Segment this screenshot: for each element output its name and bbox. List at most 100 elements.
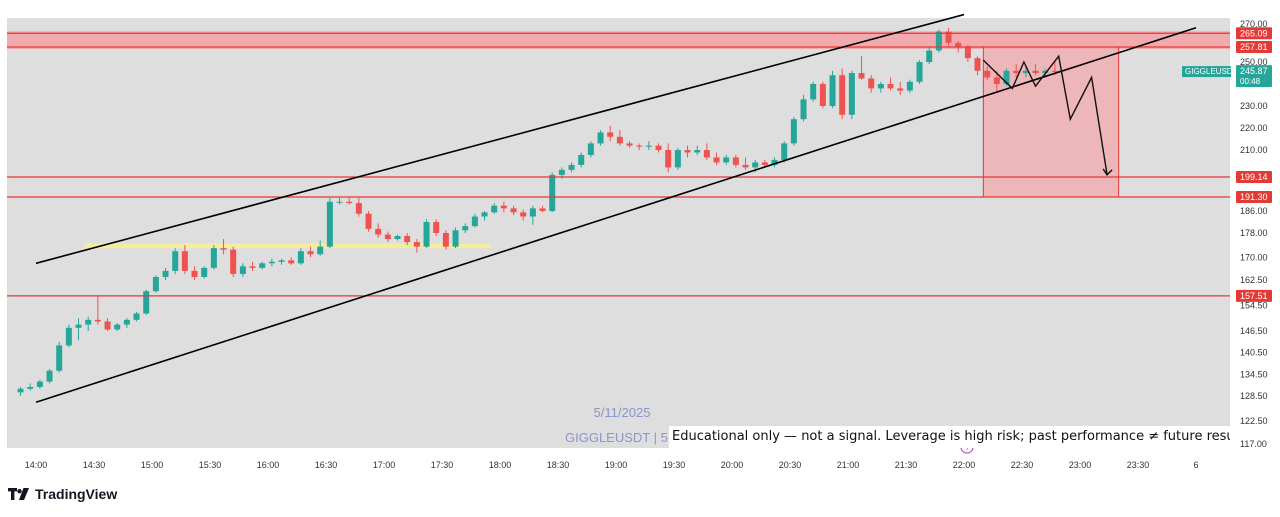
- trendline-channel-upper[interactable]: [35, 13, 965, 265]
- time-tick-label: 15:30: [199, 460, 222, 470]
- level-price-tag-label: 199.14: [1240, 172, 1268, 182]
- candle-body: [781, 143, 788, 160]
- candle-body: [365, 213, 372, 229]
- candle-body: [336, 201, 343, 203]
- candle-body: [703, 150, 710, 158]
- candle-body: [152, 276, 159, 292]
- price-tick-label: 140.50: [1240, 348, 1268, 358]
- candle-body: [471, 216, 478, 227]
- candle-body: [877, 84, 884, 89]
- price-tick-label: 250.00: [1240, 57, 1268, 67]
- disclaimer-text: Educational only — not a signal. Leverag…: [669, 426, 1230, 448]
- countdown-label: 00:48: [1240, 77, 1261, 86]
- time-tick-label: 14:00: [25, 460, 48, 470]
- candle-body: [433, 222, 440, 233]
- candle-body: [529, 208, 536, 217]
- candle-body: [626, 143, 633, 146]
- price-tick-label: 178.00: [1240, 228, 1268, 238]
- time-tick-label: 22:00: [953, 460, 976, 470]
- candle-body: [123, 319, 130, 325]
- level-price-tag: [1236, 191, 1272, 203]
- price-axis-background: [1232, 14, 1280, 454]
- price-tick-label: 122.50: [1240, 416, 1268, 426]
- candle-body: [423, 222, 430, 247]
- candle-body: [520, 212, 527, 217]
- candle-body: [645, 145, 652, 147]
- candle-body: [568, 164, 575, 170]
- time-tick-label: 17:30: [431, 460, 454, 470]
- candle-body: [297, 251, 304, 264]
- candle-body: [1003, 70, 1010, 84]
- candle-body: [94, 319, 101, 322]
- candle-body: [974, 58, 981, 71]
- time-tick-label: 21:00: [837, 460, 860, 470]
- price-tick-label: 128.50: [1240, 391, 1268, 401]
- candle-body: [27, 386, 34, 389]
- candle-body: [288, 260, 295, 264]
- time-tick-label: 22:30: [1011, 460, 1034, 470]
- tradingview-logo[interactable]: TradingView: [8, 486, 117, 502]
- candle-body: [916, 62, 923, 82]
- price-tick-label: 117.00: [1240, 439, 1267, 449]
- price-tick-label: 170.00: [1240, 252, 1268, 262]
- time-axis[interactable]: 14:00 14:30 15:00 15:30 16:00 16:30 17:00 17:30…: [0, 452, 1230, 474]
- candle-body: [732, 157, 739, 165]
- candle-body: [481, 212, 488, 217]
- candle-body: [926, 50, 933, 62]
- resistance-zone: [7, 31, 1230, 49]
- time-tick-label: 16:30: [315, 460, 338, 470]
- candle-body: [317, 246, 324, 255]
- candle-body: [404, 236, 411, 243]
- time-axis-background: [0, 452, 1230, 474]
- candle-body: [36, 381, 43, 387]
- candle-body: [181, 251, 188, 271]
- level-price-tag-label: 265.09: [1240, 28, 1268, 38]
- candle-body: [1051, 70, 1058, 72]
- level-price-tag: [1236, 171, 1272, 183]
- lines-layer: [7, 13, 1230, 404]
- price-tick-label: 220.00: [1240, 123, 1268, 133]
- candle-body: [887, 84, 894, 89]
- candle-body: [897, 88, 904, 91]
- candle-body: [848, 73, 855, 115]
- candle-body: [1042, 70, 1049, 73]
- candle-body: [723, 157, 730, 163]
- candle-body: [249, 266, 256, 268]
- candle-body: [636, 145, 643, 147]
- candle-body: [355, 203, 362, 214]
- price-tick-label: 230.00: [1240, 101, 1268, 111]
- candle-body: [220, 248, 227, 250]
- candle-body: [268, 261, 275, 264]
- candle-body: [85, 319, 92, 325]
- candle-body: [752, 162, 759, 168]
- candle-body: [694, 150, 701, 153]
- candle-body: [713, 157, 720, 163]
- candle-body: [684, 150, 691, 153]
- candle-body: [790, 119, 797, 144]
- candle-body: [239, 266, 246, 274]
- candle-body: [201, 267, 208, 277]
- candle-body: [104, 321, 111, 330]
- time-tick-label: 19:00: [605, 460, 628, 470]
- candle-body: [1032, 70, 1039, 73]
- candle-body: [984, 70, 991, 78]
- candle-body: [810, 84, 817, 100]
- projection-path[interactable]: [982, 54, 1108, 176]
- candle-body: [935, 31, 942, 51]
- price-tick-label: 146.50: [1240, 326, 1268, 336]
- candle-body: [964, 46, 971, 59]
- brand-name: TradingView: [35, 486, 118, 502]
- candle-body: [587, 143, 594, 155]
- trendline-channel-lower[interactable]: [35, 27, 1197, 404]
- candle-body: [259, 263, 266, 268]
- price-axis[interactable]: 270.00250.00240.00230.00220.00210.00186.…: [1232, 14, 1280, 454]
- candle-body: [56, 345, 63, 371]
- time-tick-label: 20:30: [779, 460, 802, 470]
- candle-body: [65, 327, 72, 346]
- last-price-tag: [1236, 65, 1272, 88]
- level-price-tag-label: 157.51: [1240, 291, 1268, 301]
- candle-body: [839, 75, 846, 115]
- watermark: 5/11/2025 GIGGLEUSDT | 5: [565, 405, 668, 445]
